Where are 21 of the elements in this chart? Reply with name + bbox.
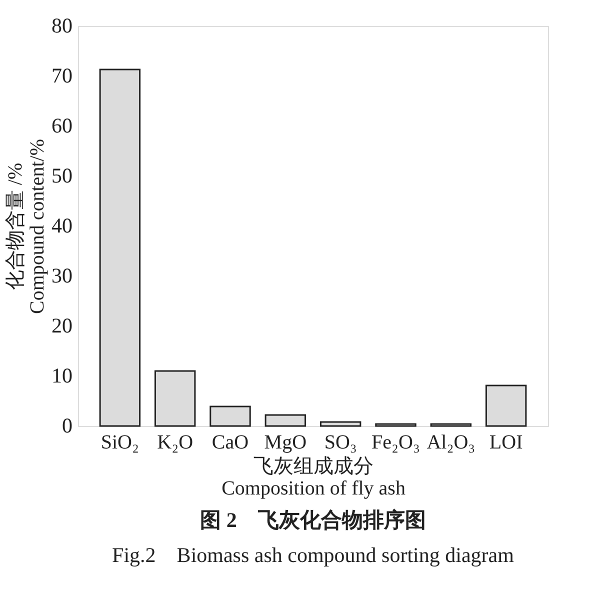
x-tick-label: K₂O xyxy=(157,432,194,454)
y-tick-label: 70 xyxy=(52,64,72,88)
y-tick-label: 80 xyxy=(52,14,72,38)
x-tick-label: Al₂O₃ xyxy=(426,432,476,454)
x-tick-label: SO₃ xyxy=(324,432,357,454)
text: Fig.2 Biomass ash compound sorting diagram xyxy=(112,543,514,567)
x-axis-title: 飞灰组成成分 Composition of fly ash xyxy=(222,456,406,500)
y-tick-label: 60 xyxy=(52,114,72,138)
y-tick-label: 0 xyxy=(62,414,72,438)
y-tick-label: 30 xyxy=(52,264,72,288)
y-tick-label: 50 xyxy=(52,164,72,188)
x-tick-label: CaO xyxy=(212,432,249,454)
x-tick-label: Fe₂O₃ xyxy=(372,432,420,454)
y-tick-label: 40 xyxy=(52,214,72,238)
x-tick-label: LOI xyxy=(489,432,523,454)
y-tick-label: 20 xyxy=(52,314,72,338)
text: 图 2 飞灰化合物排序图 xyxy=(200,508,426,532)
y-tick-label: 10 xyxy=(52,364,72,388)
y-axis-title: 化合物含量 /% Compound content/% xyxy=(4,139,48,314)
x-tick-label: MgO xyxy=(264,432,307,454)
x-tick-label: SiO₂ xyxy=(100,432,139,454)
